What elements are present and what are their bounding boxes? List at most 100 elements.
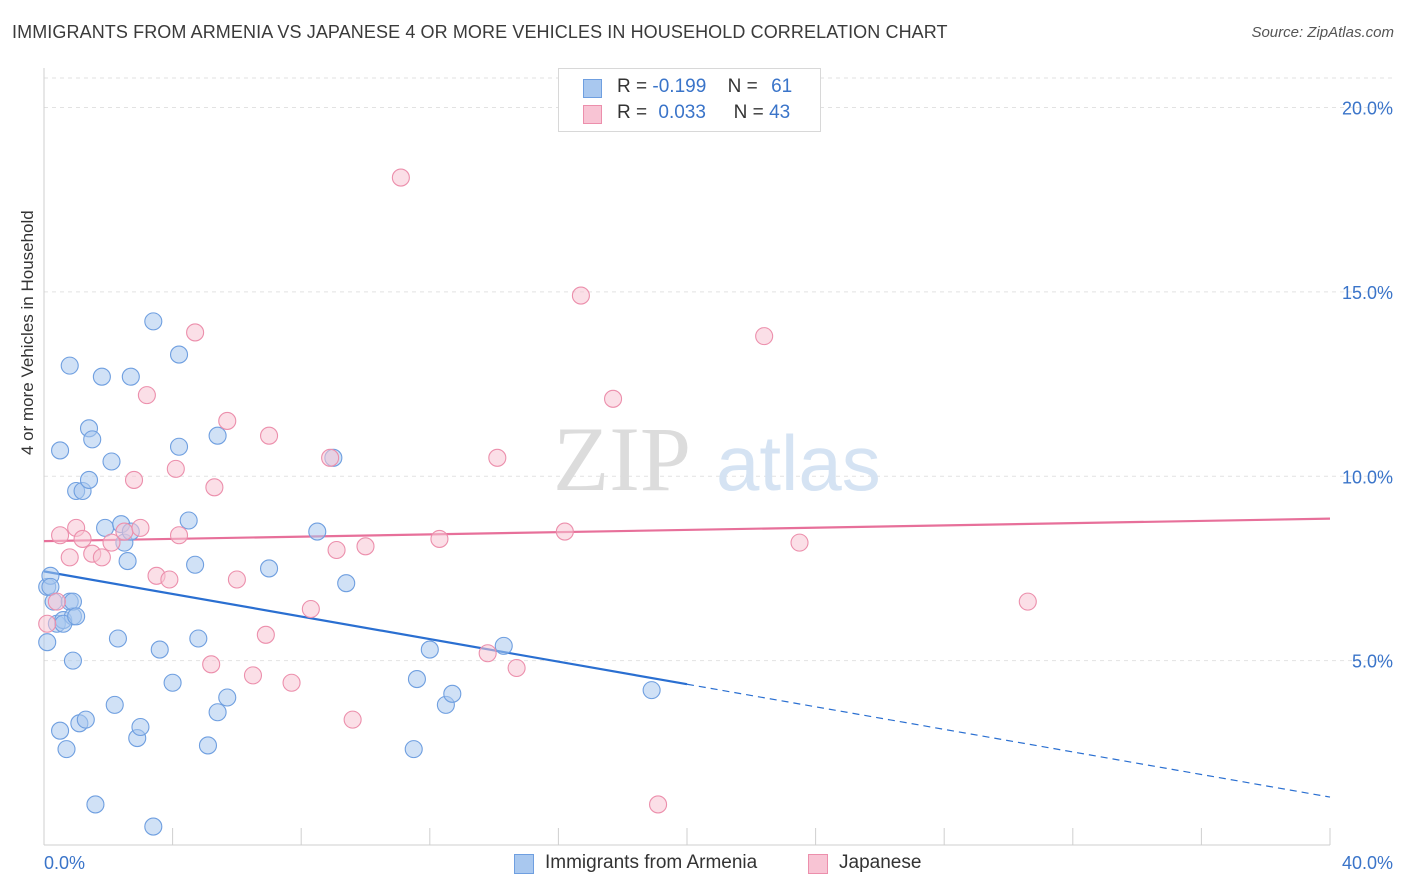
point-japanese-35	[507, 658, 526, 678]
point-armenia-23	[102, 452, 121, 471]
point-japanese-40	[755, 327, 774, 346]
point-japanese-12	[137, 386, 156, 405]
y-tick-label-3: 20.0%	[1342, 99, 1393, 119]
point-japanese-15	[166, 459, 185, 478]
point-japanese-1	[47, 592, 66, 611]
point-japanese-39	[649, 795, 668, 814]
point-japanese-14	[160, 570, 179, 589]
point-armenia-32	[131, 717, 150, 737]
trend-lines	[43, 517, 1331, 798]
point-japanese-30	[356, 537, 375, 556]
trend-line-1	[43, 517, 1331, 543]
point-japanese-27	[321, 448, 340, 467]
point-armenia-6	[51, 721, 70, 740]
point-armenia-51	[407, 670, 426, 689]
point-armenia-54	[443, 684, 462, 703]
point-armenia-20	[86, 795, 105, 814]
legend-r-value-armenia: -0.199	[652, 76, 707, 97]
point-armenia-34	[144, 817, 163, 836]
y-tick-label-2: 15.0%	[1342, 283, 1393, 303]
point-japanese-25	[282, 673, 301, 692]
point-armenia-44	[208, 426, 227, 445]
point-japanese-32	[430, 529, 449, 548]
point-armenia-45	[218, 688, 237, 707]
point-armenia-42	[198, 736, 218, 755]
point-japanese-7	[92, 548, 111, 567]
point-japanese-19	[205, 478, 224, 497]
grid-lines	[44, 77, 1392, 662]
point-armenia-19	[83, 430, 102, 449]
watermark-zip: ZIP	[553, 408, 691, 510]
point-japanese-42	[1018, 592, 1037, 611]
trend-line-dashed-0	[686, 683, 1331, 798]
watermark: ZIP atlas	[553, 408, 881, 510]
x-tick-label-1: 40.0%	[1342, 853, 1393, 873]
point-armenia-17	[79, 470, 99, 489]
point-armenia-0	[38, 633, 57, 652]
point-armenia-24	[105, 695, 124, 714]
legend-r-label: R =	[617, 76, 648, 97]
legend-n-value-armenia: 61	[771, 76, 793, 97]
y-tick-label-0: 5.0%	[1352, 652, 1393, 672]
legend-swatch-japanese	[583, 105, 602, 124]
point-japanese-36	[555, 522, 574, 541]
point-armenia-52	[420, 640, 439, 659]
point-japanese-0	[38, 614, 57, 633]
bottom-legend-label-armenia: Immigrants from Armenia	[545, 852, 758, 873]
point-japanese-29	[343, 710, 362, 729]
legend-swatch-armenia	[583, 79, 602, 98]
point-japanese-11	[131, 518, 150, 537]
point-armenia-35	[150, 640, 169, 659]
bottom-legend-swatch-japanese	[808, 854, 828, 874]
point-japanese-9	[115, 522, 134, 541]
point-armenia-46	[259, 559, 279, 578]
point-japanese-22	[243, 666, 263, 685]
point-japanese-5	[73, 529, 92, 548]
point-armenia-16	[76, 710, 95, 729]
point-japanese-28	[327, 540, 346, 560]
point-armenia-38	[169, 345, 189, 364]
point-japanese-16	[169, 526, 189, 545]
data-points	[38, 168, 1037, 836]
correlation-legend: R = -0.199 N = 61 R = 0.033 N = 43	[558, 68, 821, 132]
legend-n-value-japanese: 43	[769, 102, 791, 123]
point-japanese-34	[488, 448, 507, 467]
point-japanese-17	[186, 323, 205, 342]
y-tick-label-1: 10.0%	[1342, 467, 1393, 487]
point-armenia-43	[208, 703, 227, 722]
point-armenia-41	[189, 629, 208, 648]
x-tick-label-0: 0.0%	[44, 853, 85, 873]
point-japanese-10	[124, 470, 144, 489]
point-japanese-8	[102, 533, 121, 552]
tick-labels: 5.0% 10.0% 15.0% 20.0% 0.0% 40.0%	[44, 99, 1393, 874]
point-japanese-41	[790, 533, 809, 552]
point-japanese-33	[478, 644, 497, 663]
point-armenia-59	[63, 592, 82, 611]
source-label: Source: ZipAtlas.com	[1251, 24, 1394, 41]
legend-r-label: R =	[617, 102, 648, 123]
point-japanese-31	[391, 168, 410, 187]
point-armenia-37	[169, 437, 189, 456]
point-armenia-28	[118, 552, 137, 571]
point-japanese-26	[301, 599, 320, 619]
point-japanese-21	[227, 570, 246, 589]
bottom-legend-label-japanese: Japanese	[839, 852, 922, 873]
point-japanese-20	[218, 411, 237, 430]
point-japanese-3	[60, 548, 79, 567]
point-armenia-36	[163, 673, 182, 692]
legend-n-label: N =	[733, 102, 764, 123]
chart-title: IMMIGRANTS FROM ARMENIA VS JAPANESE 4 OR…	[12, 22, 948, 42]
y-axis-label: 4 or more Vehicles in Household	[18, 210, 37, 455]
point-armenia-8	[57, 740, 76, 759]
point-armenia-47	[308, 522, 327, 541]
point-armenia-60	[67, 607, 86, 626]
axes	[43, 68, 1331, 846]
point-armenia-50	[404, 740, 423, 759]
point-armenia-40	[186, 555, 205, 574]
point-armenia-49	[337, 574, 356, 593]
trend-line-0	[43, 570, 688, 686]
point-armenia-55	[494, 636, 513, 655]
legend-n-label: N =	[727, 76, 758, 97]
point-japanese-37	[571, 286, 590, 305]
